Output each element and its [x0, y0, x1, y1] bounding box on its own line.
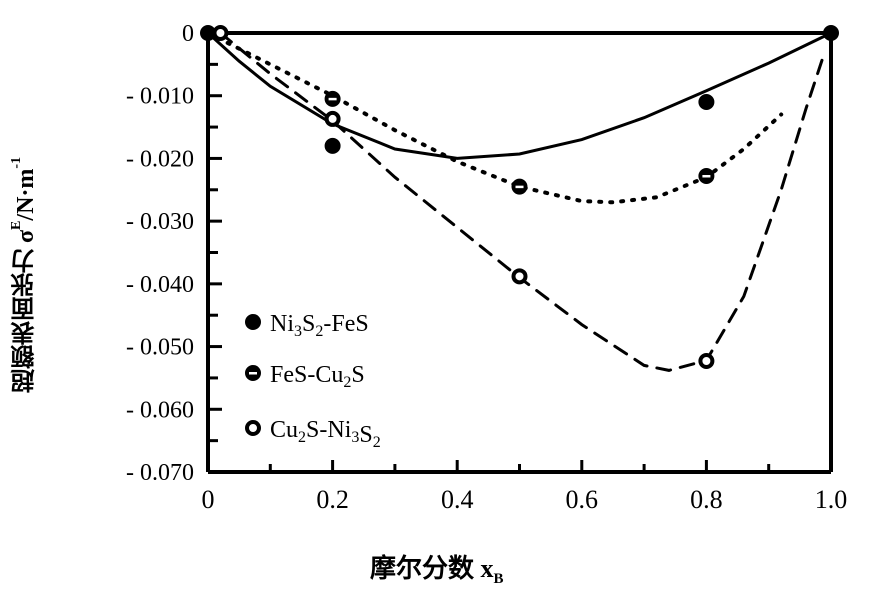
data-point-mark — [515, 185, 524, 189]
data-point — [823, 25, 839, 41]
x-tick-label: 0.6 — [566, 485, 599, 514]
y-tick-label: - 0.070 — [126, 460, 194, 486]
legend-marker — [245, 420, 261, 436]
y-tick-label: - 0.020 — [126, 146, 194, 172]
data-point — [698, 93, 715, 110]
data-point — [324, 137, 341, 154]
x-tick-label: 0.2 — [316, 485, 349, 514]
legend-label: Ni3S2-FeS — [270, 311, 369, 340]
x-axis-label: 摩尔分数 xB — [370, 554, 504, 588]
x-tick-label: 1.0 — [815, 485, 848, 514]
y-tick-label: - 0.030 — [126, 209, 194, 235]
data-point-mark — [328, 97, 337, 101]
legend-label: FeS-Cu2S — [270, 362, 365, 391]
data-point — [698, 352, 715, 369]
data-point-mark — [702, 174, 711, 178]
legend-marker — [245, 314, 261, 330]
curve-dotted — [206, 31, 784, 205]
data-point — [511, 268, 528, 285]
y-tick-label: 0 — [182, 21, 194, 47]
x-tick-label: 0 — [202, 485, 215, 514]
x-tick-label: 0.4 — [441, 485, 474, 514]
data-point — [212, 25, 229, 41]
data-point — [324, 110, 341, 127]
curve-solid — [206, 31, 833, 160]
y-axis-label: 超额表面张力 σE/N·m-1 — [9, 156, 39, 394]
x-tick-label: 0.8 — [690, 485, 723, 514]
y-tick-label: - 0.040 — [126, 272, 194, 298]
y-tick-label: - 0.050 — [126, 335, 194, 361]
data-point — [200, 25, 216, 41]
legend-marker-mark — [249, 372, 257, 375]
curve-dashed — [219, 31, 827, 372]
y-tick-label: - 0.060 — [126, 397, 194, 423]
legend-label: Cu2S-Ni3S2 — [270, 417, 381, 451]
y-tick-label: - 0.010 — [126, 84, 194, 110]
